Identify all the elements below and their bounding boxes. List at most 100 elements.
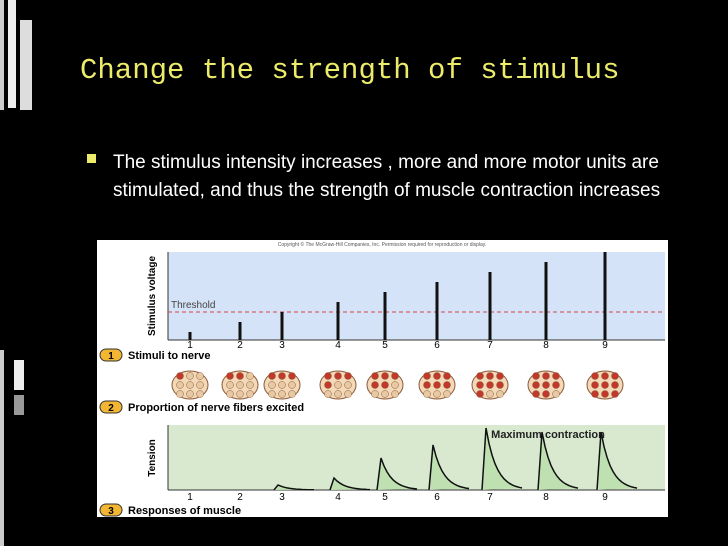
- fiber: [591, 372, 599, 380]
- nerve-bundle: [471, 370, 509, 400]
- nerve-bundle: [319, 370, 357, 400]
- fiber: [278, 381, 286, 389]
- nerve-bundle: [366, 370, 404, 400]
- fiber: [423, 381, 431, 389]
- nerve-bundle: [527, 370, 565, 400]
- stripe: [14, 395, 24, 415]
- fiber: [278, 390, 286, 398]
- step-number: 1: [108, 351, 114, 362]
- fiber: [226, 381, 234, 389]
- fiber: [486, 372, 494, 380]
- fiber: [433, 381, 441, 389]
- fiber: [391, 381, 399, 389]
- stimulus-number: 2: [237, 340, 243, 351]
- step-badge: [99, 503, 123, 517]
- twitch-curve: [537, 431, 579, 491]
- stimulus-bar: [188, 332, 192, 340]
- fiber: [542, 390, 550, 398]
- fiber: [186, 381, 194, 389]
- fiber: [236, 372, 244, 380]
- fiber: [611, 390, 619, 398]
- fiber: [391, 372, 399, 380]
- fiber: [288, 390, 296, 398]
- fiber: [288, 381, 296, 389]
- fiber: [486, 381, 494, 389]
- nerve-bundle: [263, 370, 301, 400]
- side-decoration: [0, 0, 32, 546]
- slide-title: Change the strength of stimulus: [80, 54, 620, 87]
- stimulus-bar: [603, 252, 607, 340]
- response-number: 6: [434, 492, 440, 503]
- fiber: [496, 381, 504, 389]
- stimulus-bar: [383, 292, 387, 340]
- fiber: [552, 372, 560, 380]
- fiber: [381, 390, 389, 398]
- stimulus-number: 3: [279, 340, 285, 351]
- twitch-curve: [273, 484, 314, 491]
- fiber: [344, 381, 352, 389]
- fiber: [391, 390, 399, 398]
- fiber: [196, 390, 204, 398]
- fiber: [486, 390, 494, 398]
- stimulus-bar: [544, 262, 548, 340]
- fiber: [196, 372, 204, 380]
- response-number: 7: [487, 492, 493, 503]
- fiber: [268, 372, 276, 380]
- fiber: [236, 381, 244, 389]
- fiber: [371, 372, 379, 380]
- stripe: [0, 0, 4, 110]
- twitch-curve: [428, 444, 470, 491]
- step-label: Proportion of nerve fibers excited: [128, 402, 304, 414]
- fiber: [226, 390, 234, 398]
- axis-label: Stimulus voltage: [147, 256, 158, 336]
- stimulus-number: 5: [382, 340, 388, 351]
- bullet-marker: [87, 154, 96, 163]
- stimulus-number: 4: [335, 340, 341, 351]
- fiber: [381, 372, 389, 380]
- fiber: [591, 390, 599, 398]
- stimulus-number: 1: [187, 340, 193, 351]
- fiber: [423, 390, 431, 398]
- fiber: [476, 381, 484, 389]
- fiber: [324, 372, 332, 380]
- copyright: Copyright © The McGraw-Hill Companies, I…: [278, 241, 487, 248]
- fiber: [246, 372, 254, 380]
- fiber: [532, 372, 540, 380]
- nerve-bundle: [418, 370, 456, 400]
- nerve-bundle: [171, 370, 209, 400]
- fiber: [532, 381, 540, 389]
- fiber: [423, 372, 431, 380]
- stripe: [20, 20, 32, 110]
- fiber: [288, 372, 296, 380]
- fiber: [433, 372, 441, 380]
- stimulus-bar: [238, 322, 242, 340]
- nerve-bundle: [221, 370, 259, 400]
- tension-panel: [168, 425, 665, 490]
- step-label: Responses of muscle: [128, 505, 241, 517]
- fiber: [176, 381, 184, 389]
- twitch-curve: [481, 427, 523, 491]
- stimulus-bar: [488, 272, 492, 340]
- fiber: [186, 372, 194, 380]
- fiber: [268, 390, 276, 398]
- step-number: 3: [108, 506, 114, 517]
- fiber: [611, 372, 619, 380]
- response-number: 5: [382, 492, 388, 503]
- stimulus-bar: [435, 282, 439, 340]
- step-badge: [99, 400, 123, 414]
- fiber: [344, 390, 352, 398]
- threshold-label: Threshold: [171, 300, 215, 311]
- stimulus-bar: [336, 302, 340, 340]
- stimulus-number: 6: [434, 340, 440, 351]
- stripe: [0, 350, 4, 546]
- fiber: [542, 381, 550, 389]
- twitch-curve: [376, 457, 418, 491]
- stimulus-bar: [280, 312, 284, 340]
- fiber: [552, 390, 560, 398]
- fiber: [371, 381, 379, 389]
- fiber: [334, 372, 342, 380]
- twitch-curve: [596, 431, 638, 491]
- response-number: 2: [237, 492, 243, 503]
- fiber: [433, 390, 441, 398]
- fiber: [611, 381, 619, 389]
